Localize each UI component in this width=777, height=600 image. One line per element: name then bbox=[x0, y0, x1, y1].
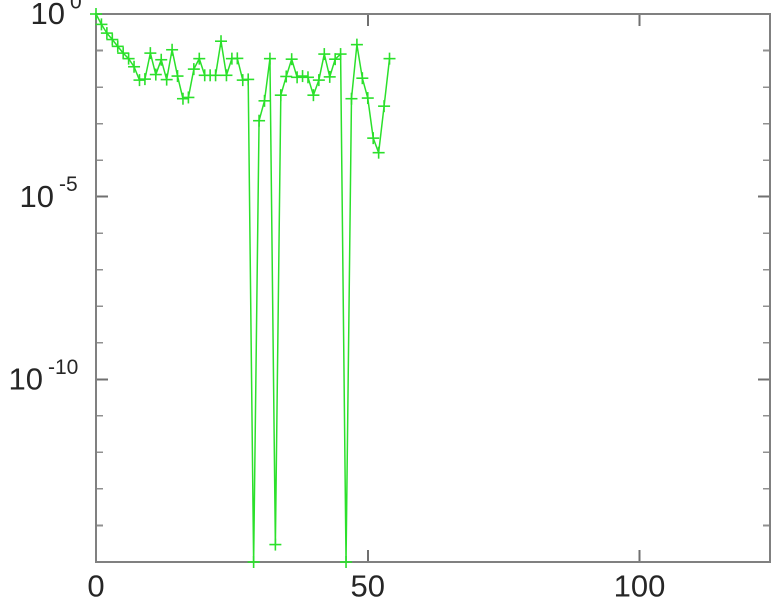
y-tick-label-base: 10 bbox=[20, 179, 54, 214]
x-axis-tick-labels: 0 50 100 bbox=[87, 568, 665, 600]
y-tick-label-exponent: -5 bbox=[59, 173, 78, 196]
x-tick-label: 0 bbox=[87, 568, 104, 600]
y-tick-label-exponent: -10 bbox=[48, 356, 78, 379]
x-tick-label: 100 bbox=[614, 568, 666, 600]
y-tick-label-base: 10 bbox=[31, 0, 65, 31]
series-line bbox=[95, 13, 391, 563]
series-markers bbox=[90, 8, 396, 568]
x-tick-label: 50 bbox=[351, 568, 385, 600]
data-series-group bbox=[90, 8, 396, 568]
axes-frame bbox=[94, 12, 772, 564]
y-tick-label-base: 10 bbox=[9, 362, 43, 397]
data-series bbox=[90, 8, 396, 568]
y-tick-label-exponent: 0 bbox=[70, 0, 82, 14]
y-axis-minor-ticks bbox=[96, 49, 770, 527]
